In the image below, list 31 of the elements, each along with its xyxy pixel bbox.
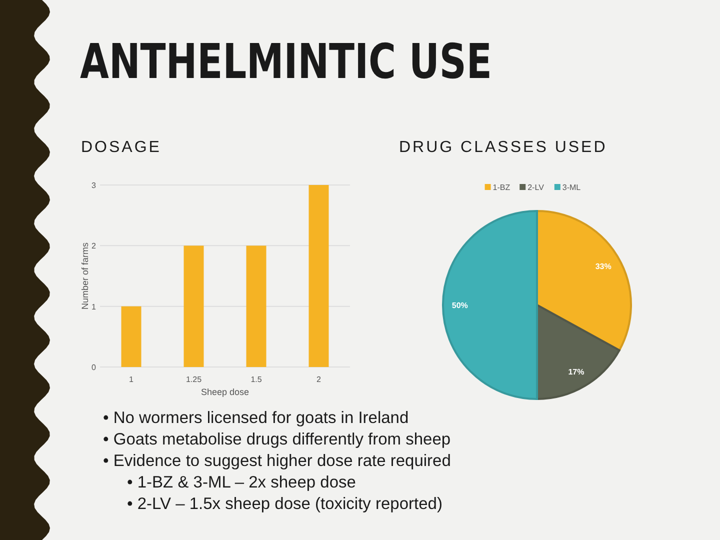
pie-slice xyxy=(442,210,538,400)
text: • No wormers licensed for goats in Ireland xyxy=(103,409,409,427)
text: • 1-BZ & 3-ML – 2x sheep dose xyxy=(127,474,356,492)
text: • Evidence to suggest higher dose rate required xyxy=(103,452,451,470)
chart-title: DOSAGE xyxy=(81,139,162,156)
data-label: 17% xyxy=(568,367,584,376)
bar xyxy=(246,246,266,367)
x-tick-label: 1.5 xyxy=(250,375,262,384)
chart-title: DRUG CLASSES USED xyxy=(399,139,608,156)
x-axis-title: Sheep dose xyxy=(200,387,250,397)
x-tick-label: 1 xyxy=(129,375,134,384)
x-tick-label: 2 xyxy=(316,375,322,384)
bar xyxy=(308,185,329,367)
y-tick-label: 3 xyxy=(92,181,97,190)
bar xyxy=(184,246,204,367)
legend-label: 3-ML xyxy=(562,183,582,192)
bar xyxy=(121,306,142,367)
data-label: 50% xyxy=(452,301,468,310)
legend-label: 1-BZ xyxy=(492,183,510,192)
y-tick-label: 1 xyxy=(92,302,97,312)
x-tick-label: 1.25 xyxy=(186,375,202,384)
legend-label: 2-LV xyxy=(528,183,545,192)
data-label: 33% xyxy=(595,262,612,271)
y-axis-title: Number of farms xyxy=(80,242,90,310)
pie-slice xyxy=(536,210,632,352)
y-tick-label: 2 xyxy=(92,242,97,251)
text: • 2-LV – 1.5x sheep dose (toxicity reported) xyxy=(127,495,442,513)
text: • Goats metabolise drugs differently from sheep xyxy=(103,430,451,448)
y-tick-label: 0 xyxy=(92,363,97,372)
pie-slice xyxy=(536,304,620,400)
text: ANTHELMINTIC USE xyxy=(80,34,492,90)
